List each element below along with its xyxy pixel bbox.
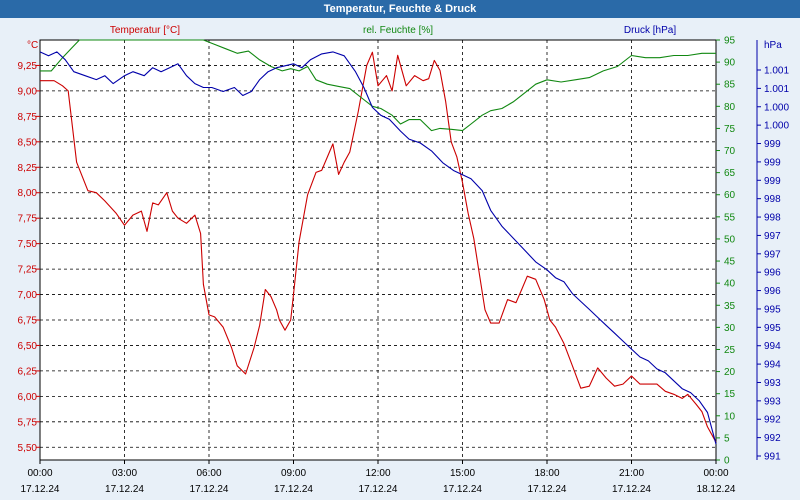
- humidity-tick-label: 30: [724, 323, 736, 334]
- time-tick-label: 03:00: [112, 468, 137, 479]
- humidity-tick-label: 10: [724, 411, 736, 422]
- pressure-tick-label: 1.001: [764, 66, 789, 77]
- humidity-tick-label: 75: [724, 124, 736, 135]
- humidity-tick-label: 80: [724, 102, 736, 113]
- time-tick-label: 21:00: [619, 468, 644, 479]
- temperature-label: Temperatur [°C]: [110, 25, 180, 36]
- humidity-tick-label: 50: [724, 234, 736, 245]
- humidity-tick-label: 65: [724, 168, 736, 179]
- temperature-tick-label: 7,75: [18, 214, 38, 225]
- pressure-tick-label: 996: [764, 268, 781, 279]
- grid: [40, 40, 716, 460]
- chart-title: Temperatur, Feuchte & Druck: [0, 0, 800, 18]
- pressure-tick-label: 1.000: [764, 102, 789, 113]
- pressure-tick-label: 994: [764, 341, 781, 352]
- temperature-tick-label: 8,25: [18, 163, 38, 174]
- humidity-tick-label: 40: [724, 279, 736, 290]
- pressure-tick-label: 997: [764, 249, 781, 260]
- temperature-unit: °C: [27, 40, 38, 51]
- humidity-tick-label: 60: [724, 190, 736, 201]
- humidity-tick-label: 90: [724, 58, 736, 69]
- date-tick-label: 17.12.24: [359, 484, 398, 495]
- temperature-tick-label: 5,50: [18, 443, 38, 454]
- humidity-tick-label: 0: [724, 456, 730, 467]
- pressure-tick-label: 994: [764, 360, 781, 371]
- date-tick-label: 17.12.24: [528, 484, 567, 495]
- temperature-tick-label: 8,00: [18, 188, 38, 199]
- humidity-tick-label: 95: [724, 36, 736, 47]
- temperature-tick-label: 7,00: [18, 290, 38, 301]
- time-tick-label: 09:00: [281, 468, 306, 479]
- date-tick-label: 17.12.24: [274, 484, 313, 495]
- temperature-tick-label: 9,00: [18, 86, 38, 97]
- series-pressure-line: [39, 51, 717, 445]
- pressure-tick-label: 993: [764, 378, 781, 389]
- time-tick-label: 00:00: [703, 468, 728, 479]
- time-tick-label: 15:00: [450, 468, 475, 479]
- temperature-tick-label: 7,50: [18, 239, 38, 250]
- date-tick-label: 17.12.24: [443, 484, 482, 495]
- humidity-tick-label: 25: [724, 345, 736, 356]
- pressure-tick-label: 1.000: [764, 121, 789, 132]
- pressure-tick-label: 999: [764, 139, 781, 150]
- pressure-tick-label: 1.001: [764, 84, 789, 95]
- pressure-tick-label: 998: [764, 194, 781, 205]
- temperature-tick-label: 9,25: [18, 61, 38, 72]
- humidity-tick-label: 5: [724, 433, 730, 444]
- humidity-label: rel. Feuchte [%]: [363, 25, 433, 36]
- temperature-tick-label: 8,75: [18, 112, 38, 123]
- pressure-tick-label: 995: [764, 323, 781, 334]
- humidity-tick-label: 85: [724, 80, 736, 91]
- time-tick-label: 06:00: [196, 468, 221, 479]
- pressure-tick-label: 997: [764, 231, 781, 242]
- humidity-tick-label: 45: [724, 257, 736, 268]
- temperature-tick-label: 6,75: [18, 316, 38, 327]
- temperature-tick-label: 5,75: [18, 417, 38, 428]
- temperature-axis: °C 9,25 9,00 8,75 8,50 8,25 8,00 7,75 7,50 7,25 7…: [18, 40, 40, 454]
- pressure-tick-label: 993: [764, 396, 781, 407]
- humidity-tick-label: 15: [724, 389, 736, 400]
- temperature-tick-label: 6,25: [18, 366, 38, 377]
- date-tick-label: 18.12.24: [697, 484, 736, 495]
- pressure-tick-label: 998: [764, 213, 781, 224]
- time-axis: 00:00 17.12.24 03:00 17.12.24 06:00 17.12.24 0…: [21, 460, 736, 495]
- pressure-unit: hPa: [764, 40, 782, 51]
- time-tick-label: 12:00: [365, 468, 390, 479]
- temperature-tick-label: 7,25: [18, 265, 38, 276]
- date-tick-label: 17.12.24: [612, 484, 651, 495]
- pressure-axis: hPa 1.001 1.001 1.000 1.000 999 999 999 998 998 9…: [756, 40, 789, 463]
- humidity-tick-label: 20: [724, 367, 736, 378]
- pressure-tick-label: 996: [764, 286, 781, 297]
- date-tick-label: 17.12.24: [190, 484, 229, 495]
- temperature-tick-label: 8,50: [18, 137, 38, 148]
- time-tick-label: 18:00: [534, 468, 559, 479]
- series-lines: [39, 39, 717, 445]
- humidity-tick-label: 70: [724, 146, 736, 157]
- series-humidity-line: [40, 39, 716, 132]
- date-tick-label: 17.12.24: [105, 484, 144, 495]
- pressure-tick-label: 995: [764, 304, 781, 315]
- pressure-tick-label: 992: [764, 433, 781, 444]
- pressure-tick-label: 999: [764, 157, 781, 168]
- pressure-label: Druck [hPa]: [624, 25, 676, 36]
- humidity-tick-label: 35: [724, 301, 736, 312]
- pressure-tick-label: 999: [764, 176, 781, 187]
- humidity-tick-label: 55: [724, 212, 736, 223]
- series-temperature-line: [40, 51, 717, 443]
- temperature-tick-label: 6,50: [18, 341, 38, 352]
- date-tick-label: 17.12.24: [21, 484, 60, 495]
- temperature-tick-label: 6,00: [18, 392, 38, 403]
- time-tick-label: 00:00: [27, 468, 52, 479]
- pressure-tick-label: 991: [764, 452, 781, 463]
- pressure-tick-label: 992: [764, 415, 781, 426]
